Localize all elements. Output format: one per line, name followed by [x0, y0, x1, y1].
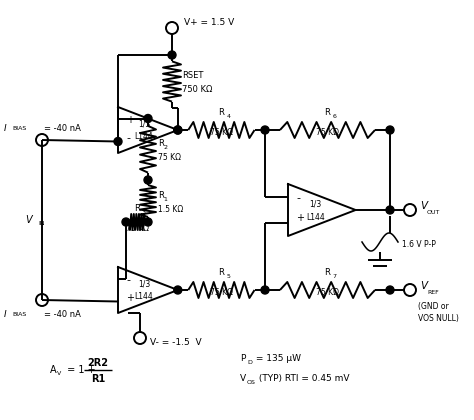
Text: = 135 μW: = 135 μW — [253, 354, 301, 362]
Text: (GND or: (GND or — [418, 302, 449, 310]
Text: 1/3: 1/3 — [138, 279, 150, 289]
Text: OUT: OUT — [427, 210, 440, 215]
Text: 75 KΩ: 75 KΩ — [316, 288, 339, 297]
Circle shape — [122, 218, 130, 226]
Text: BIAS: BIAS — [12, 312, 26, 317]
Text: R: R — [325, 108, 330, 116]
Text: D: D — [247, 360, 252, 365]
Text: 3: 3 — [142, 210, 146, 215]
Text: -: - — [296, 193, 300, 203]
Text: I: I — [4, 310, 7, 318]
Text: R: R — [134, 204, 140, 213]
Circle shape — [386, 286, 394, 294]
Text: OS: OS — [247, 380, 256, 384]
Text: VOS NULL): VOS NULL) — [418, 313, 459, 323]
Text: A: A — [50, 365, 56, 375]
Text: 75 KΩ: 75 KΩ — [210, 128, 233, 136]
Text: 1.5 KΩ: 1.5 KΩ — [158, 205, 183, 213]
Text: 2: 2 — [163, 145, 167, 150]
Text: 5: 5 — [227, 273, 230, 278]
Text: REF: REF — [427, 289, 439, 294]
Text: 75 KΩ: 75 KΩ — [316, 128, 339, 136]
Circle shape — [144, 115, 152, 123]
Text: V: V — [26, 215, 32, 225]
Text: R: R — [219, 108, 224, 116]
Text: V: V — [240, 373, 246, 383]
Circle shape — [386, 126, 394, 134]
Text: 1: 1 — [163, 197, 167, 202]
Text: P: P — [240, 354, 246, 362]
Text: L144: L144 — [306, 213, 325, 221]
Text: IN: IN — [38, 220, 45, 226]
Text: L144: L144 — [135, 131, 153, 141]
Circle shape — [168, 51, 176, 59]
Text: = -40 nA: = -40 nA — [44, 123, 81, 132]
Text: +: + — [126, 115, 134, 125]
Text: +: + — [126, 293, 134, 303]
Text: V: V — [420, 201, 427, 211]
Text: V: V — [57, 370, 61, 375]
Text: R1: R1 — [91, 374, 105, 384]
Text: -: - — [126, 275, 130, 285]
Text: -: - — [126, 133, 130, 143]
Text: = -40 nA: = -40 nA — [44, 310, 81, 318]
Text: RSET: RSET — [182, 71, 203, 80]
Text: V: V — [420, 281, 427, 291]
Text: R: R — [325, 268, 330, 276]
Text: 1/3: 1/3 — [310, 200, 322, 208]
Text: L144: L144 — [135, 291, 153, 300]
Circle shape — [174, 126, 182, 134]
Text: BIAS: BIAS — [12, 126, 26, 131]
Text: (TYP) RTI = 0.45 mV: (TYP) RTI = 0.45 mV — [256, 373, 349, 383]
Text: 1.6 V P-P: 1.6 V P-P — [402, 239, 436, 249]
Text: = 1 +: = 1 + — [64, 365, 99, 375]
Text: 6: 6 — [332, 113, 337, 118]
Text: I: I — [4, 123, 7, 132]
Text: 7: 7 — [332, 273, 337, 278]
Text: R: R — [219, 268, 224, 276]
Text: V+ = 1.5 V: V+ = 1.5 V — [184, 18, 234, 26]
Circle shape — [386, 206, 394, 214]
Text: R: R — [158, 191, 164, 200]
Text: 4: 4 — [227, 113, 230, 118]
Circle shape — [261, 286, 269, 294]
Circle shape — [174, 286, 182, 294]
Circle shape — [174, 126, 182, 134]
Circle shape — [114, 137, 122, 145]
Circle shape — [144, 176, 152, 184]
Text: 75 KΩ: 75 KΩ — [158, 153, 181, 162]
Text: 750 KΩ: 750 KΩ — [182, 85, 212, 94]
Text: 1/3: 1/3 — [138, 120, 150, 129]
Text: +: + — [296, 213, 304, 223]
Circle shape — [261, 126, 269, 134]
Text: R: R — [158, 139, 164, 148]
Text: 75 KΩ: 75 KΩ — [126, 223, 148, 233]
Text: 2R2: 2R2 — [88, 358, 109, 368]
Circle shape — [144, 218, 152, 226]
Text: V- = -1.5  V: V- = -1.5 V — [150, 338, 201, 346]
Text: 75 KΩ: 75 KΩ — [210, 288, 233, 297]
